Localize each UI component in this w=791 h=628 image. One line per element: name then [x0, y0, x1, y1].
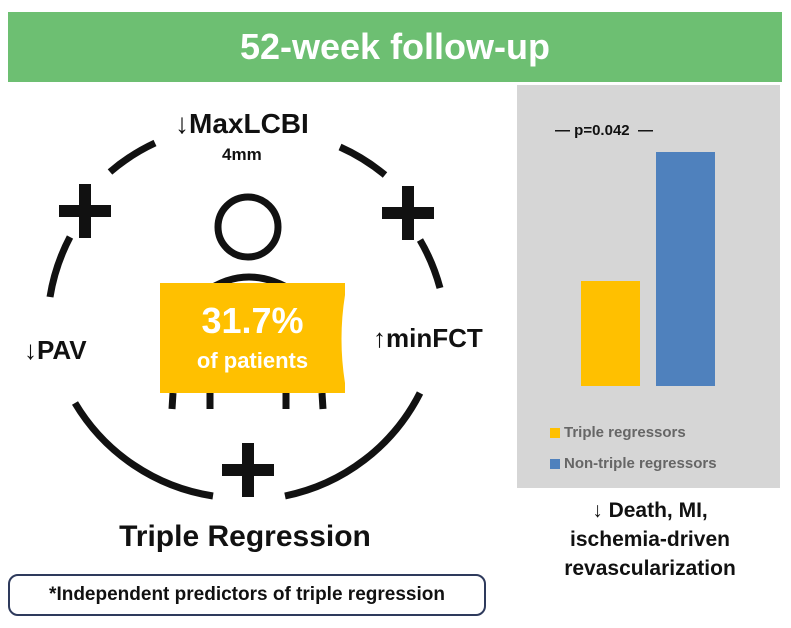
- circle-arc: [107, 139, 157, 175]
- outcome-line: ↓ Death, MI,: [592, 499, 708, 522]
- minfct-label: ↑minFCT: [373, 323, 483, 353]
- percent-caption: of patients: [196, 348, 309, 373]
- outcome-line: revascularization: [564, 557, 736, 580]
- maxlcbi-label: ↓MaxLCBI: [175, 108, 309, 139]
- plus-icon: [382, 186, 434, 240]
- legend-swatch: [550, 427, 560, 438]
- maxlcbi-sublabel: 4mm: [222, 145, 262, 164]
- circle-arc: [338, 143, 388, 178]
- plus-icon: [222, 443, 274, 497]
- outcome-text: ↓ Death, MI, ischemia-driven revasculari…: [520, 496, 780, 583]
- legend-item: Triple regressors: [550, 424, 686, 441]
- percent-value: 31.7%: [201, 300, 304, 341]
- bar-non-triple-regressors: [656, 152, 715, 386]
- diagram-title: Triple Regression: [119, 520, 371, 553]
- plus-icon: [59, 184, 111, 238]
- legend-swatch: [550, 458, 560, 469]
- dashed-circle: [46, 139, 444, 500]
- pav-label: ↓PAV: [24, 335, 87, 365]
- banner-title: 52-week follow-up: [8, 12, 782, 82]
- bar-triple-regressors: [581, 280, 640, 386]
- outcome-chart-panel: [517, 85, 780, 488]
- predictors-note: *Independent predictors of triple regres…: [8, 574, 486, 616]
- legend-label: Non-triple regressors: [564, 455, 717, 472]
- legend-label: Triple regressors: [564, 424, 686, 441]
- circle-arc: [416, 238, 444, 289]
- percent-sign-board: [160, 283, 345, 393]
- outcome-line: ischemia-driven: [570, 528, 730, 551]
- circle-arc: [46, 235, 74, 298]
- legend-item: Non-triple regressors: [550, 455, 717, 472]
- p-value: p=0.042: [574, 122, 630, 139]
- circle-arc: [284, 391, 424, 500]
- circle-arc: [71, 401, 214, 500]
- p-value-annotation: — p=0.042 —: [555, 122, 653, 139]
